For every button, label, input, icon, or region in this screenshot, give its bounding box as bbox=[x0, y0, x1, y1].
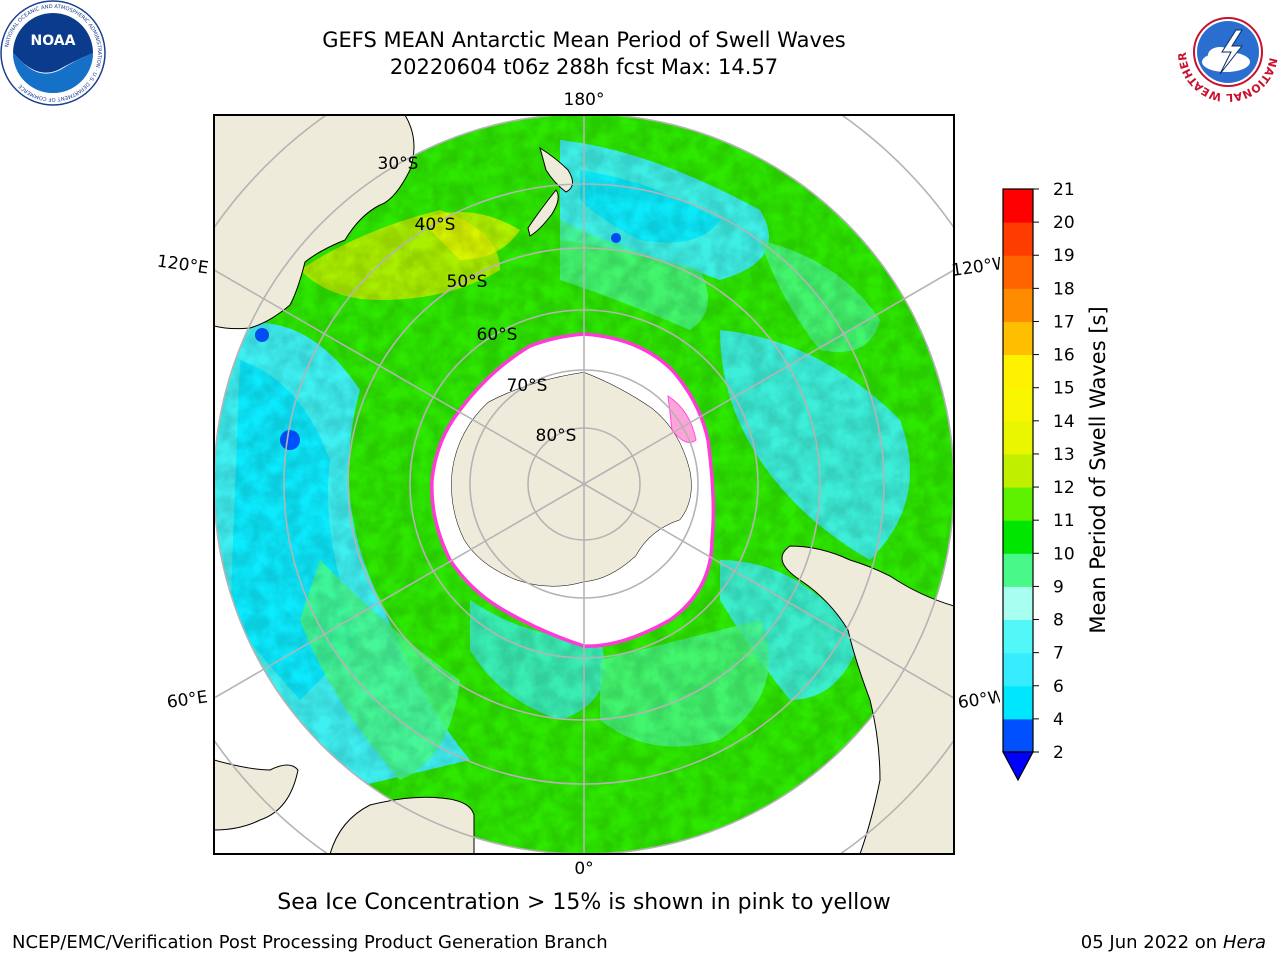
colorbar-box bbox=[1003, 420, 1033, 455]
colorbar-tick-label: 16 bbox=[1053, 346, 1075, 366]
colorbar-box bbox=[1003, 255, 1033, 289]
colorbar-box bbox=[1003, 619, 1033, 654]
map-title: GEFS MEAN Antarctic Mean Period of Swell… bbox=[322, 28, 846, 52]
land-masses bbox=[214, 115, 954, 854]
colorbar-box bbox=[1003, 387, 1033, 422]
colorbar-tick-label: 20 bbox=[1053, 213, 1075, 233]
nws-logo: NATIONAL WEATHER SERVICE bbox=[1176, 0, 1280, 104]
colorbar-tick-label: 11 bbox=[1053, 511, 1075, 531]
lat-label-50s: 50°S bbox=[447, 272, 488, 292]
footer-host: Hera bbox=[1222, 932, 1266, 953]
polar-map: 180° 120°E 60°E 0° 60°W 120°W 30°S 40°S … bbox=[156, 90, 1000, 879]
colorbar-tick-label: 18 bbox=[1053, 279, 1075, 299]
graticule bbox=[214, 115, 954, 854]
colorbar-box bbox=[1003, 652, 1033, 687]
colorbar-box bbox=[1003, 553, 1033, 587]
lat-label-30s: 30°S bbox=[378, 154, 419, 174]
colorbar-tick-label: 4 bbox=[1053, 710, 1064, 730]
lat-label-80s: 80°S bbox=[536, 426, 577, 446]
lat-label-40s: 40°S bbox=[415, 215, 456, 235]
colorbar-tick-label: 17 bbox=[1053, 312, 1075, 332]
colorbar-box bbox=[1003, 453, 1033, 488]
lat-label-60s: 60°S bbox=[477, 325, 518, 345]
colorbar-extend-arrow bbox=[1001, 751, 1035, 782]
colorbar-box bbox=[1003, 288, 1033, 322]
footer-credit: NCEP/EMC/Verification Post Processing Pr… bbox=[12, 932, 608, 953]
sea-ice-caption: Sea Ice Concentration > 15% is shown in … bbox=[277, 890, 891, 915]
sea-ice-ring bbox=[431, 334, 714, 647]
lon-label-180: 180° bbox=[564, 90, 605, 110]
footer-date: 05 Jun 2022 on Hera bbox=[1081, 932, 1266, 953]
colorbar-tick-label: 8 bbox=[1053, 611, 1064, 631]
colorbar-tick-label: 9 bbox=[1053, 577, 1064, 597]
noaa-logo-text: NOAA bbox=[31, 33, 76, 49]
colorbar-tick-label: 6 bbox=[1053, 677, 1064, 697]
lat-label-70s: 70°S bbox=[507, 376, 548, 396]
colorbar-tick-label: 10 bbox=[1053, 544, 1075, 564]
colorbar: 2 4 6 7 8 9 10 11 12 13 14 15 16 17 18 19 20 21 Mean Peri… bbox=[1001, 180, 1110, 782]
colorbar-box bbox=[1003, 354, 1033, 389]
colorbar-tick-label: 12 bbox=[1053, 478, 1075, 498]
colorbar-label: Mean Period of Swell Waves [s] bbox=[1086, 306, 1110, 633]
colorbar-box bbox=[1003, 520, 1033, 554]
colorbar-box bbox=[1003, 487, 1033, 521]
colorbar-boxes bbox=[1002, 188, 1034, 753]
lon-label-0: 0° bbox=[574, 859, 593, 879]
forecast-subtitle: 20220604 t06z 288h fcst Max: 14.57 bbox=[389, 55, 779, 79]
ice-edge-line bbox=[430, 332, 716, 648]
colorbar-ticks: 2 4 6 7 8 9 10 11 12 13 14 15 16 17 18 19 20 21 bbox=[1033, 180, 1075, 763]
noaa-logo: NOAA NATIONAL OCEANIC AND ATMOSPHERIC AD… bbox=[0, 0, 106, 106]
colorbar-tick-label: 14 bbox=[1053, 412, 1075, 432]
map-frame bbox=[213, 114, 955, 855]
colorbar-tick-label: 2 bbox=[1053, 743, 1064, 763]
colorbar-box bbox=[1003, 189, 1033, 223]
colorbar-tick-label: 19 bbox=[1053, 246, 1075, 266]
colorbar-tick-label: 15 bbox=[1053, 379, 1075, 399]
colorbar-box bbox=[1003, 321, 1033, 356]
colorbar-tick-label: 13 bbox=[1053, 445, 1075, 465]
colorbar-tick-label: 21 bbox=[1053, 180, 1075, 200]
colorbar-box bbox=[1003, 586, 1033, 621]
colorbar-box bbox=[1003, 685, 1033, 720]
footer-date-text: 05 Jun 2022 on bbox=[1080, 932, 1218, 953]
colorbar-tick-label: 7 bbox=[1053, 644, 1064, 664]
colorbar-box bbox=[1003, 718, 1033, 753]
colorbar-box bbox=[1003, 222, 1033, 256]
